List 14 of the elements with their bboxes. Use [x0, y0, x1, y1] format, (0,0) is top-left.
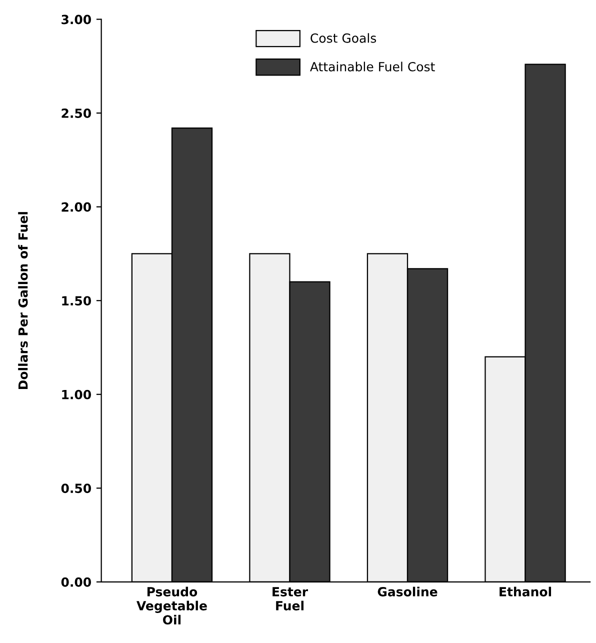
y-tick-label: 2.00	[62, 202, 91, 212]
x-tick-label: Pseudo Vegetable Oil	[136, 586, 207, 625]
x-tick-label: Ester Fuel	[272, 587, 308, 610]
y-tick-label: 0.00	[61, 577, 91, 587]
x-tick-label: Gasoline	[378, 586, 438, 596]
y-tick-label: 1.00	[62, 390, 91, 400]
legend-label: Attainable Fuel Cost	[310, 62, 435, 72]
y-tick-label: 2.50	[62, 108, 91, 118]
y-tick-label: 1.50	[62, 296, 91, 306]
y-tick-label: 3.00	[62, 14, 91, 24]
legend-label: Cost Goals	[310, 33, 376, 43]
y-tick-label: 0.50	[61, 484, 91, 494]
y-axis-title: Dollars Per Gallon of Fuel	[18, 212, 28, 390]
x-tick-label: Ethanol	[500, 586, 552, 596]
